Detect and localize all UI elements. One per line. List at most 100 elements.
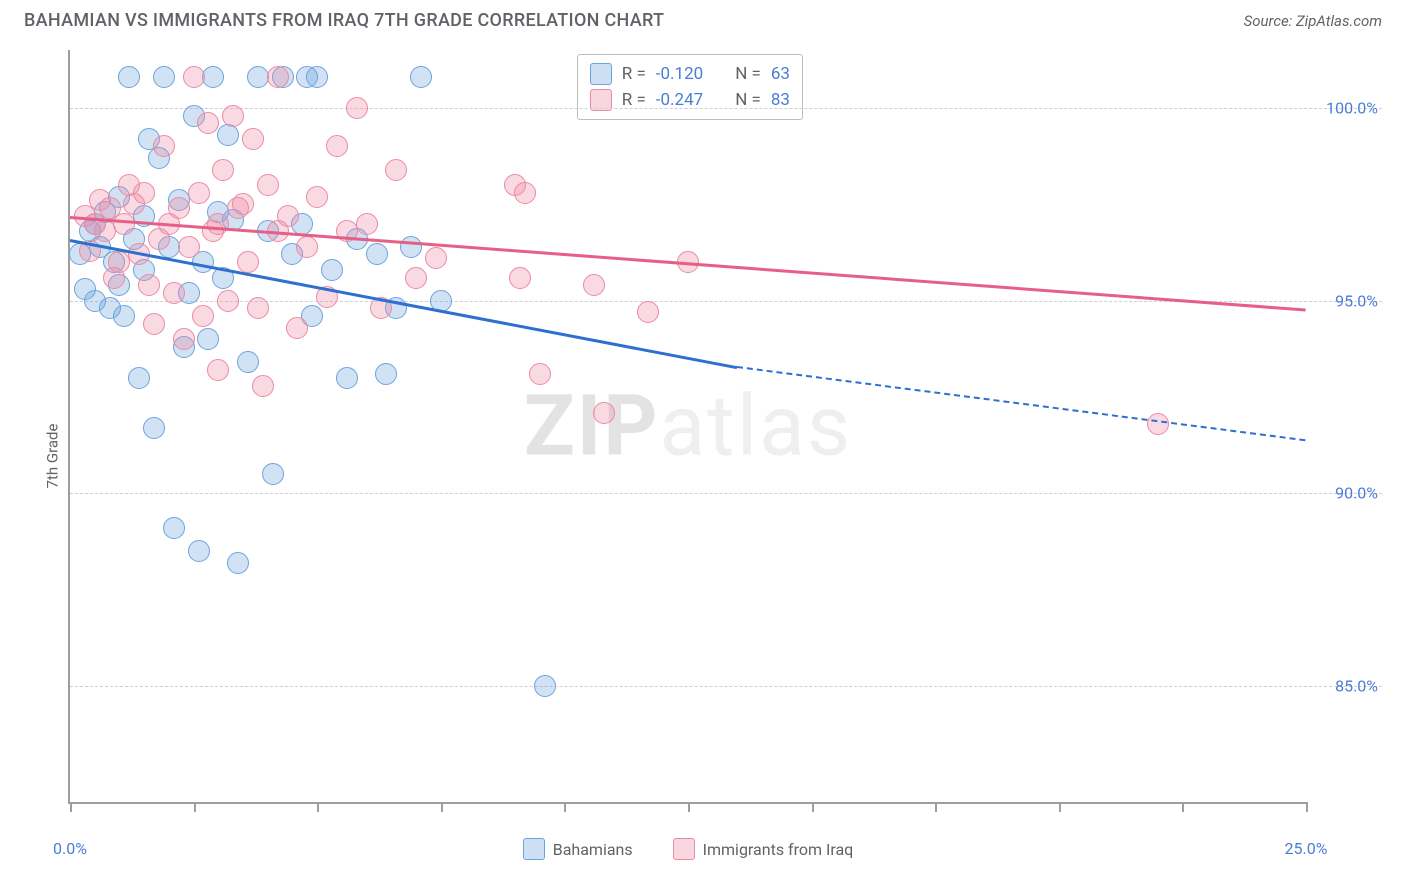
data-point-iraq [133,182,155,204]
data-point-bahamians [237,351,259,373]
data-point-iraq [232,193,254,215]
data-point-iraq [306,186,328,208]
legend-item: Immigrants from Iraq [673,838,854,860]
watermark-bold: ZIP [524,377,660,476]
chart-source: Source: ZipAtlas.com [1244,12,1382,30]
data-point-iraq [207,359,229,381]
data-point-iraq [425,247,447,269]
data-point-iraq [346,97,368,119]
legend-label: Bahamians [553,840,633,859]
y-tick-label: 85.0% [1335,677,1378,696]
data-point-iraq [252,375,274,397]
data-point-bahamians [153,66,175,88]
data-point-iraq [385,159,407,181]
chart-title: BAHAMIAN VS IMMIGRANTS FROM IRAQ 7TH GRA… [24,10,664,31]
legend-swatch [590,63,612,85]
x-tick [1182,802,1184,812]
legend-row: R = -0.247 N = 83 [590,87,790,113]
n-value: 63 [771,61,790,87]
data-point-bahamians [375,363,397,385]
y-tick-label: 90.0% [1335,484,1378,503]
data-point-iraq [207,213,229,235]
data-point-iraq [286,317,308,339]
x-tick [1306,802,1308,812]
correlation-legend: R = -0.120 N = 63 R = -0.247 N = 83 [577,54,803,120]
data-point-iraq [143,313,165,335]
legend-row: R = -0.120 N = 63 [590,61,790,87]
data-point-iraq [514,182,536,204]
data-point-bahamians [336,367,358,389]
legend-swatch [523,838,545,860]
x-tick [564,802,566,812]
watermark-rest: atlas [660,377,853,476]
data-point-iraq [509,267,531,289]
r-value: -0.120 [656,61,703,87]
data-point-iraq [197,112,219,134]
data-point-bahamians [262,463,284,485]
data-point-bahamians [306,66,328,88]
x-tick-label: 0.0% [53,839,87,858]
n-label: N = [735,61,761,87]
data-point-iraq [222,105,244,127]
data-point-bahamians [410,66,432,88]
data-point-iraq [356,213,378,235]
data-point-iraq [237,251,259,273]
data-point-bahamians [113,305,135,327]
data-point-iraq [405,267,427,289]
data-point-bahamians [227,552,249,574]
legend-swatch [673,838,695,860]
chart-area: 7th Grade ZIPatlas R = -0.120 N = 63 R = -0.2… [24,40,1382,872]
data-point-iraq [247,297,269,319]
data-point-iraq [637,301,659,323]
data-point-iraq [168,197,190,219]
n-value: 83 [771,87,790,113]
series-legend: Bahamians Immigrants from Iraq [70,838,1306,860]
data-point-iraq [108,251,130,273]
x-tick [70,802,72,812]
legend-label: Immigrants from Iraq [703,840,854,859]
y-tick-label: 95.0% [1335,291,1378,310]
data-point-bahamians [366,243,388,265]
source-prefix: Source: [1244,12,1296,30]
data-point-bahamians [143,417,165,439]
x-tick [688,802,690,812]
gridline [70,108,1382,109]
data-point-iraq [94,220,116,242]
data-point-iraq [242,128,264,150]
data-point-iraq [188,182,210,204]
data-point-bahamians [128,367,150,389]
data-point-bahamians [202,66,224,88]
gridline [70,686,1382,687]
data-point-bahamians [188,540,210,562]
data-point-iraq [178,236,200,258]
data-point-iraq [257,174,279,196]
data-point-iraq [138,274,160,296]
x-tick [1059,802,1061,812]
data-point-iraq [583,274,605,296]
data-point-iraq [212,159,234,181]
r-label: R = [622,87,646,113]
r-label: R = [622,61,646,87]
data-point-iraq [192,305,214,327]
data-point-bahamians [197,328,219,350]
x-tick [194,802,196,812]
data-point-iraq [1147,413,1169,435]
data-point-iraq [163,282,185,304]
data-point-bahamians [217,124,239,146]
r-value: -0.247 [656,87,703,113]
data-point-iraq [529,363,551,385]
n-label: N = [735,87,761,113]
chart-header: BAHAMIAN VS IMMIGRANTS FROM IRAQ 7TH GRA… [0,0,1406,37]
x-tick-label: 25.0% [1285,839,1328,858]
x-tick [441,802,443,812]
source-name: ZipAtlas.com [1296,12,1382,30]
data-point-iraq [277,205,299,227]
x-tick [935,802,937,812]
data-point-bahamians [534,675,556,697]
data-point-bahamians [118,66,140,88]
y-axis-title: 7th Grade [43,424,61,489]
gridline [70,493,1382,494]
data-point-iraq [267,66,289,88]
data-point-iraq [153,135,175,157]
data-point-iraq [217,290,239,312]
